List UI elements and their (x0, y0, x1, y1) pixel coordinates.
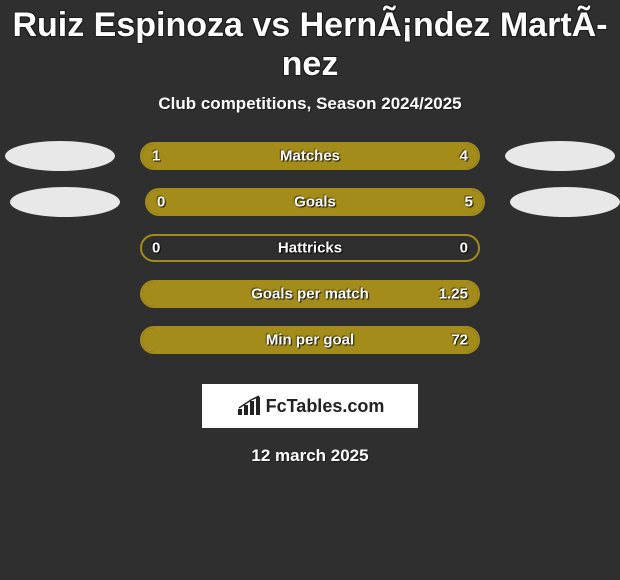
stat-label: Goals per match (251, 286, 369, 303)
stat-value-right: 0 (460, 240, 468, 257)
stats-container: 1 4 Matches 0 5 Goals 0 0 Hattricks 1.25 Goals per… (0, 142, 620, 354)
stat-row: 0 5 Goals (0, 188, 620, 216)
stat-value-right: 72 (451, 332, 468, 349)
stat-bar: 0 0 Hattricks (140, 234, 480, 262)
brand-logo-icon (236, 395, 262, 417)
player-avatar-right (510, 187, 620, 217)
stat-label: Matches (280, 148, 340, 165)
comparison-widget: Ruiz Espinoza vs HernÃ¡ndez MartÃ­nez Cl… (0, 0, 620, 466)
player-avatar-right (505, 141, 615, 171)
stat-value-right: 1.25 (439, 286, 468, 303)
stat-row: 72 Min per goal (0, 326, 620, 354)
stat-bar: 72 Min per goal (140, 326, 480, 354)
stat-label: Min per goal (266, 332, 354, 349)
stat-value-left: 1 (152, 148, 160, 165)
stat-value-right: 4 (460, 148, 468, 165)
brand-badge[interactable]: FcTables.com (202, 384, 418, 428)
stat-bar: 1.25 Goals per match (140, 280, 480, 308)
player-avatar-left (10, 187, 120, 217)
stat-label: Goals (294, 194, 336, 211)
stat-row: 1 4 Matches (0, 142, 620, 170)
stat-bar: 0 5 Goals (145, 188, 485, 216)
bar-fill-right (209, 144, 478, 168)
page-title: Ruiz Espinoza vs HernÃ¡ndez MartÃ­nez (0, 6, 620, 84)
stat-bar: 1 4 Matches (140, 142, 480, 170)
snapshot-date: 12 march 2025 (0, 446, 620, 466)
stat-value-left: 0 (157, 194, 165, 211)
page-subtitle: Club competitions, Season 2024/2025 (0, 94, 620, 114)
stat-row: 1.25 Goals per match (0, 280, 620, 308)
stat-value-left: 0 (152, 240, 160, 257)
brand-text: FcTables.com (266, 396, 385, 417)
stat-row: 0 0 Hattricks (0, 234, 620, 262)
player-avatar-left (5, 141, 115, 171)
stat-label: Hattricks (278, 240, 342, 257)
stat-value-right: 5 (465, 194, 473, 211)
